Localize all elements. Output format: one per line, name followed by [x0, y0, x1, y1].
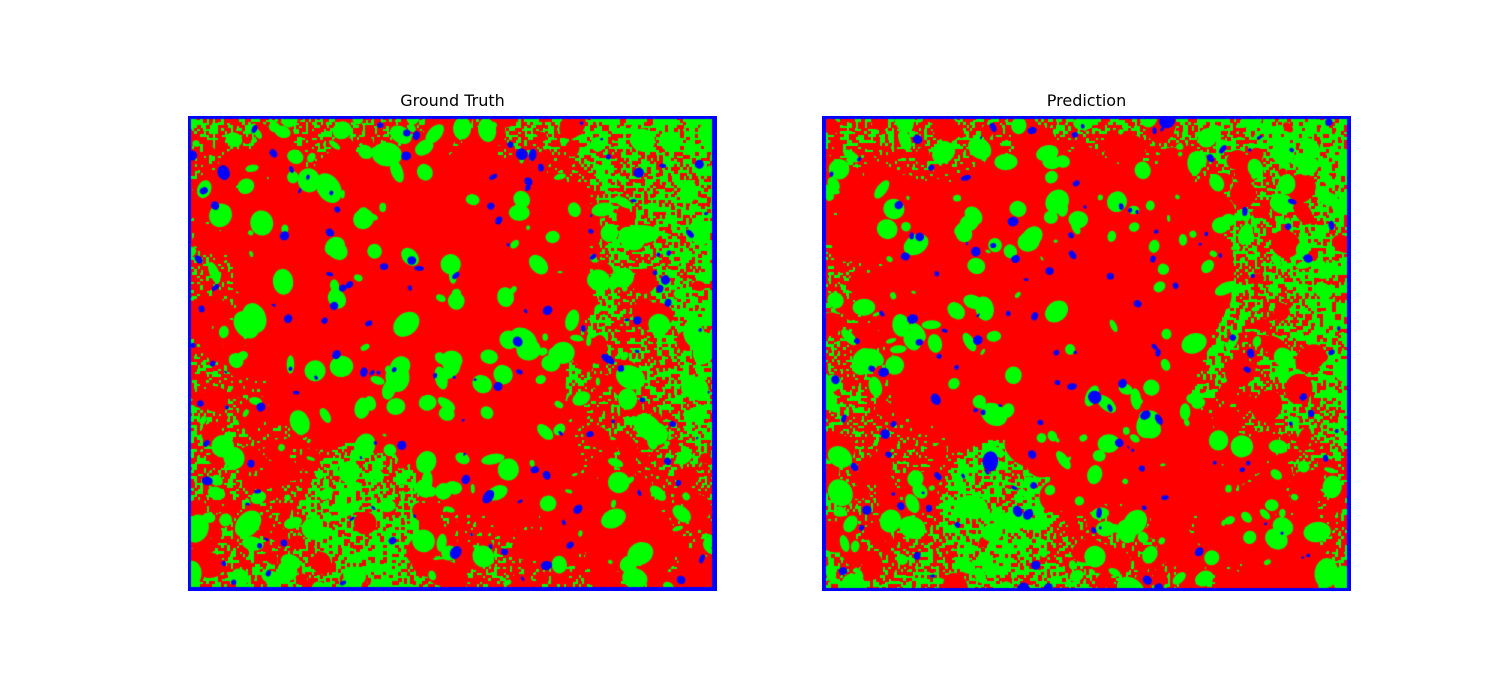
ground-truth-title: Ground Truth	[400, 91, 505, 110]
prediction-title: Prediction	[1046, 91, 1127, 110]
prediction-segmentation-map	[822, 116, 1351, 591]
ground-truth-segmentation-map	[188, 116, 717, 591]
